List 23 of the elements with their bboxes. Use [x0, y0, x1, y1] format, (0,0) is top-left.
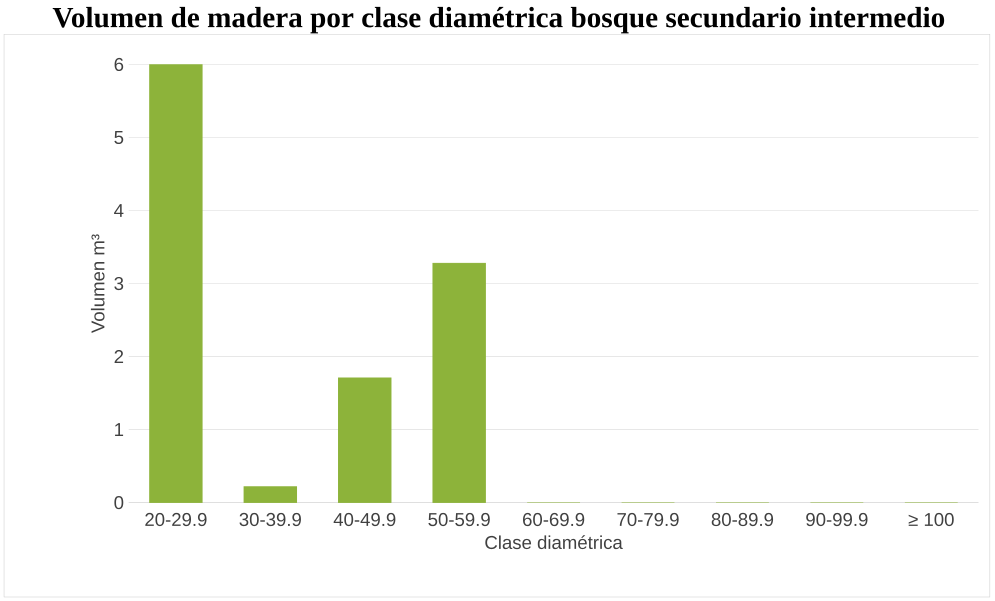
y-tick-label: 2 [114, 350, 124, 364]
x-tick-label: 50-59.9 [428, 512, 490, 526]
bar [432, 262, 486, 503]
x-tick-label: 80-89.9 [712, 512, 774, 526]
x-tick-label: 60-69.9 [523, 512, 584, 526]
x-tick-label: 30-39.9 [240, 512, 301, 526]
y-tick-label: 4 [114, 204, 124, 217]
bar [244, 486, 298, 503]
y-axis-title: Volumen m³ [90, 234, 105, 333]
y-tick-label: 1 [115, 423, 124, 436]
y-tick-label: 3 [114, 276, 124, 290]
chart-title: Volumen de madera por clase diamétrica bosque secundario intermedio [52, 6, 944, 34]
bar [149, 64, 203, 503]
y-tick-label: 5 [114, 130, 124, 144]
y-tick-label: 0 [114, 496, 124, 510]
y-tick-label: 6 [114, 58, 124, 72]
bar [338, 377, 392, 503]
x-tick-label: 40-49.9 [334, 512, 396, 526]
x-tick-label: 90-99.9 [806, 512, 868, 526]
x-tick-label: 70-79.9 [617, 512, 679, 526]
x-tick-label: ≥ 100 [908, 512, 954, 526]
x-tick-label: 20-29.9 [145, 512, 207, 526]
x-axis-title: Clase diamétrica [485, 535, 623, 550]
